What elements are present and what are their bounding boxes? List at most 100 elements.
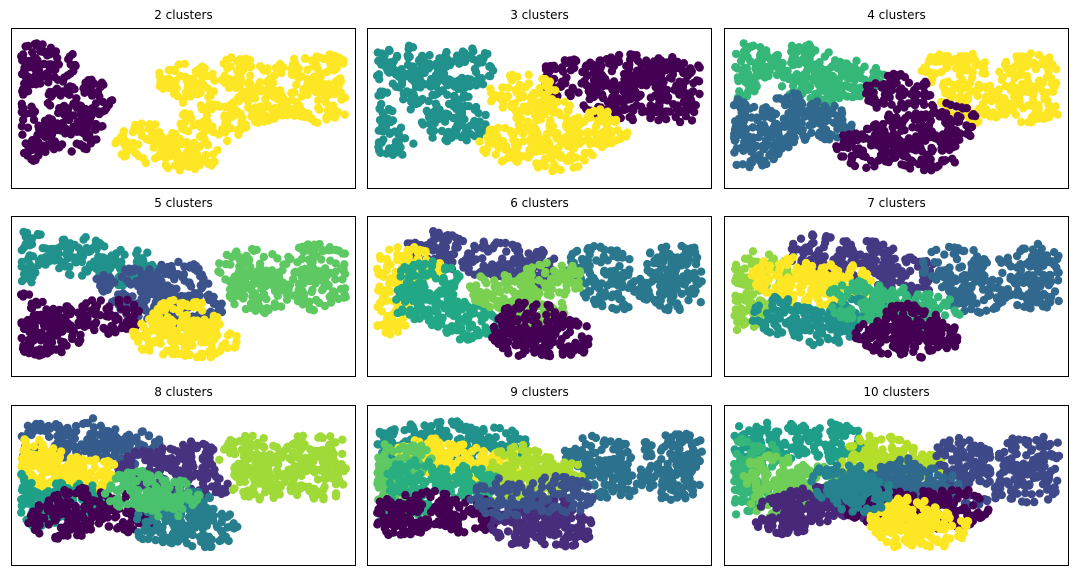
scatter-point <box>27 299 36 308</box>
scatter-point <box>193 316 202 325</box>
scatter-point <box>807 128 816 137</box>
scatter-point <box>644 287 653 296</box>
scatter-point <box>466 249 476 259</box>
scatter-point <box>199 81 208 90</box>
scatter-point <box>571 124 580 133</box>
scatter-point <box>55 104 64 113</box>
scatter-point <box>859 134 868 143</box>
scatter-point <box>898 90 908 100</box>
scatter-point <box>253 267 262 276</box>
scatter-point <box>249 112 258 121</box>
scatter-point <box>450 82 459 91</box>
scatter-point <box>221 259 231 269</box>
scatter-point <box>625 255 634 264</box>
panel-title: 3 clusters <box>510 8 569 22</box>
scatter-point <box>134 140 143 149</box>
scatter-point <box>788 81 798 90</box>
scatter-point <box>198 69 207 79</box>
scatter-point <box>138 254 147 263</box>
scatter-point <box>306 114 315 124</box>
scatter-point <box>801 68 811 77</box>
scatter-point <box>308 285 317 295</box>
scatter-point <box>793 46 802 56</box>
scatter-point <box>28 55 37 65</box>
scatter-point <box>340 110 349 119</box>
scatter-point <box>650 295 659 305</box>
scatter-point <box>20 88 29 97</box>
scatter-point <box>421 64 430 73</box>
scatter-point <box>28 136 37 145</box>
scatter-point <box>528 257 537 266</box>
scatter-point <box>637 277 646 286</box>
scatter-point <box>927 166 936 175</box>
scatter-point <box>223 136 232 146</box>
scatter-point <box>95 254 104 263</box>
scatter-point <box>903 153 912 162</box>
scatter-point <box>509 130 518 139</box>
scatter-point <box>325 50 334 59</box>
scatter-point <box>476 311 485 320</box>
scatter-point <box>156 339 165 348</box>
scatter-point <box>450 91 459 100</box>
scatter-point <box>36 230 45 239</box>
scatter-point <box>675 81 684 90</box>
scatter-point <box>786 135 796 145</box>
scatter-point <box>962 129 971 138</box>
scatter-point <box>618 302 627 311</box>
scatter-point <box>658 291 668 300</box>
scatter-point <box>809 110 819 120</box>
scatter-point <box>806 101 815 110</box>
cluster-panel: 3 clusters <box>367 8 712 189</box>
scatter-point <box>119 127 128 136</box>
scatter-point <box>927 127 936 137</box>
scatter-point <box>56 89 65 98</box>
scatter-point <box>695 89 704 99</box>
scatter-point <box>500 123 510 133</box>
scatter-point <box>752 82 761 91</box>
scatter-point <box>333 108 342 118</box>
scatter-point <box>749 41 758 50</box>
scatter-point <box>153 287 162 296</box>
scatter-point <box>775 145 784 154</box>
scatter-point <box>794 93 804 103</box>
scatter-point <box>643 259 652 269</box>
scatter-point <box>625 113 634 122</box>
scatter-point <box>691 274 701 284</box>
scatter-point <box>110 278 119 287</box>
scatter-point <box>600 74 610 83</box>
scatter-point <box>624 283 633 293</box>
scatter-point <box>171 344 180 353</box>
scatter-point <box>409 139 418 148</box>
scatter-point <box>759 142 769 151</box>
scatter-point <box>961 51 970 61</box>
scatter-point <box>688 87 698 96</box>
scatter-point <box>877 144 886 153</box>
scatter-point <box>316 69 326 78</box>
scatter-point <box>827 131 837 140</box>
scatter-point <box>782 93 792 102</box>
scatter-point <box>681 275 690 285</box>
scatter-point <box>543 82 552 92</box>
scatter-point <box>945 123 954 132</box>
scatter-point <box>495 138 505 148</box>
axes-frame <box>11 216 356 377</box>
scatter-point <box>83 247 93 256</box>
scatter-point <box>226 62 235 71</box>
scatter-point <box>122 305 131 314</box>
scatter-point <box>989 95 998 104</box>
scatter-point <box>931 57 940 67</box>
scatter-point <box>917 128 927 137</box>
scatter-point <box>479 146 488 155</box>
scatter-point <box>213 313 222 322</box>
scatter-point <box>553 129 562 138</box>
scatter-point <box>883 71 893 81</box>
scatter-point <box>487 95 497 105</box>
scatter-point <box>102 304 111 314</box>
scatter-point <box>66 270 75 280</box>
scatter-point <box>297 273 307 282</box>
scatter-point <box>140 270 149 280</box>
scatter-point <box>924 91 933 101</box>
scatter-point <box>442 47 451 57</box>
scatter-plot <box>11 216 356 377</box>
scatter-point <box>389 57 398 66</box>
